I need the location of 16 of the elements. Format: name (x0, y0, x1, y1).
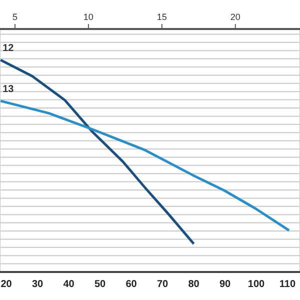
x-tick-label: 20 (0, 279, 12, 290)
x-tick-label: 60 (126, 279, 138, 290)
x-tick-label: 30 (32, 279, 44, 290)
x-tick-label: 50 (94, 279, 106, 290)
x2-tick-label: 15 (156, 12, 167, 22)
series-label: 13 (2, 84, 14, 95)
x2-tick-label: 10 (83, 12, 94, 22)
x-tick-label: 90 (219, 279, 231, 290)
x-tick-label: 100 (248, 279, 266, 290)
x-tick-label: 80 (188, 279, 200, 290)
x-tick-label: 40 (63, 279, 75, 290)
series-label: 12 (2, 43, 14, 54)
x2-tick-label: 20 (230, 12, 240, 22)
x-tick-label: 110 (279, 279, 296, 290)
x-tick-label: 70 (156, 279, 168, 290)
x2-tick-label: 5 (12, 12, 18, 22)
